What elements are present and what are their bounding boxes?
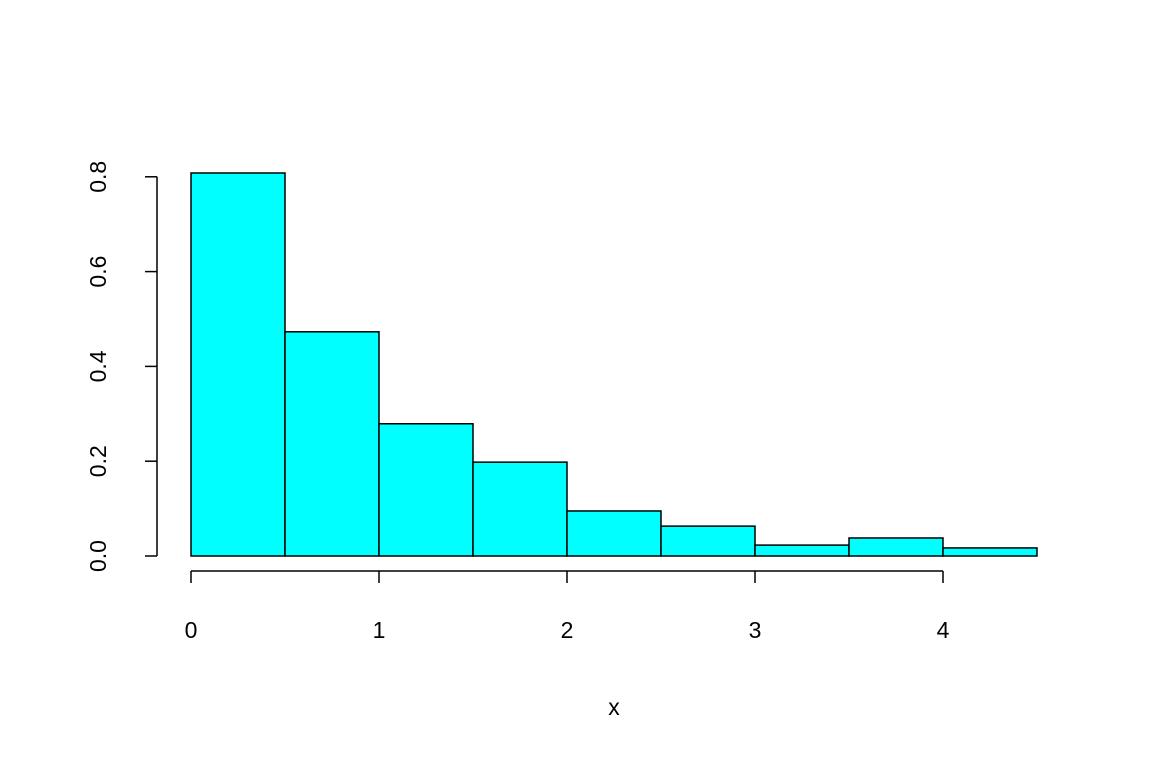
bar [284, 331, 380, 557]
y-tick-label: 0.0 [85, 540, 111, 572]
bar [190, 172, 286, 557]
bar [848, 537, 944, 557]
x-axis-label: x [608, 694, 620, 720]
x-tick-label: 2 [561, 617, 574, 643]
y-tick-label: 0.8 [85, 161, 111, 193]
bar [942, 547, 1038, 557]
bar [566, 510, 662, 557]
bar [660, 525, 756, 557]
x-tick-label: 1 [373, 617, 386, 643]
bar [378, 423, 474, 557]
y-tick-label: 0.2 [85, 445, 111, 477]
y-tick-label: 0.6 [85, 256, 111, 288]
x-tick-label: 4 [937, 617, 950, 643]
x-tick-label: 0 [185, 617, 198, 643]
y-tick-label: 0.4 [85, 350, 111, 382]
x-tick-label: 3 [749, 617, 762, 643]
bar [754, 544, 850, 557]
bar [472, 461, 568, 557]
